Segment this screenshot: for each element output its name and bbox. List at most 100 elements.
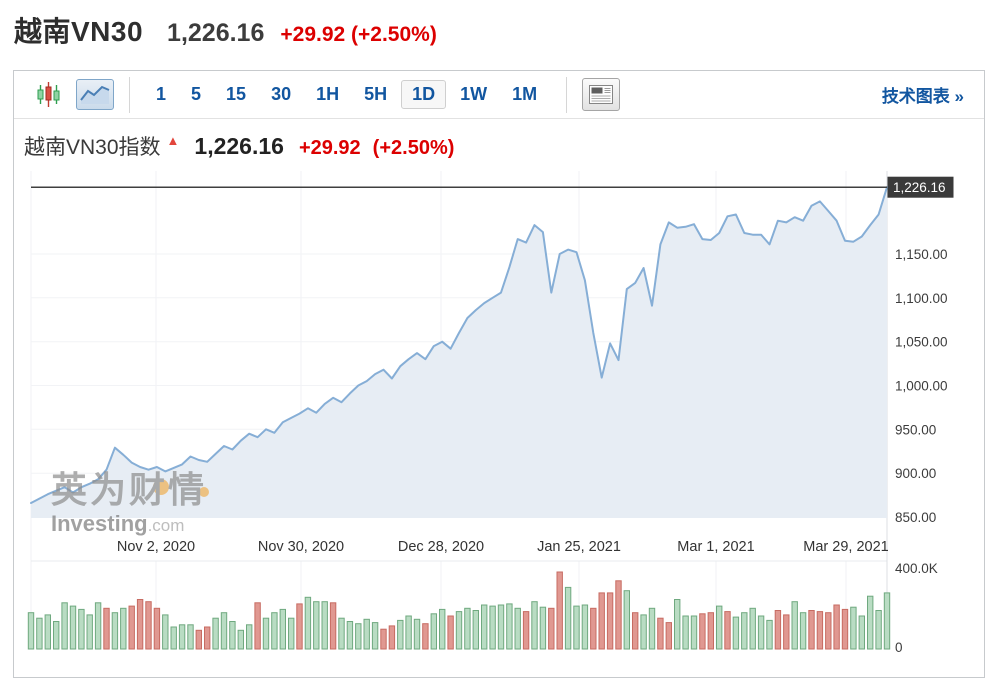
area-chart-button[interactable] — [76, 79, 114, 110]
x-axis-label: Mar 1, 2021 — [677, 539, 754, 555]
volume-bar — [162, 614, 169, 650]
volume-bar — [749, 607, 756, 650]
volume-bar — [455, 611, 463, 650]
y-axis-label: 1,150.00 — [895, 247, 948, 262]
volume-bar — [69, 605, 77, 650]
volume-bar — [237, 629, 245, 650]
technical-chart-link[interactable]: 技术图表 » — [881, 87, 964, 106]
volume-bar — [724, 611, 731, 650]
candlestick-chart-icon — [37, 82, 60, 107]
price-line — [30, 186, 888, 504]
volume-bar — [640, 614, 647, 650]
volume-bar — [422, 623, 429, 650]
volume-bar — [220, 612, 228, 650]
volume-bar — [170, 626, 177, 650]
volume-bar — [716, 605, 723, 650]
volume-bar — [539, 606, 547, 650]
volume-bar — [590, 607, 597, 650]
interval-15[interactable]: 15 — [226, 84, 247, 104]
page-header: 越南VN30 1,226.16 +29.92 (+2.50%) — [14, 10, 437, 50]
up-arrow-icon: ▲ — [166, 133, 180, 148]
y-axis-label: 1,050.00 — [895, 335, 948, 350]
chart-area: 越南VN30指数 ▲ 1,226.16 +29.92 (+2.50%) 英为财情… — [14, 119, 984, 678]
volume-bar — [791, 601, 798, 650]
volume-bar — [279, 608, 287, 650]
volume-bar — [195, 629, 203, 650]
page-title: 越南VN30 — [14, 16, 144, 47]
chart-toolbar: 1 5 15 30 1H 5H 1D 1W 1M 技术图表 » — [14, 71, 984, 119]
volume-bar — [120, 607, 127, 650]
volume-bar — [262, 617, 270, 650]
volume-bar — [674, 599, 681, 650]
volume-bar — [833, 604, 840, 650]
volume-bar — [212, 617, 219, 650]
volume-bar — [690, 615, 698, 650]
volume-bar — [53, 621, 60, 650]
volume-bar — [472, 610, 480, 650]
y-axis-label: 950.00 — [895, 422, 936, 437]
chart-title-row: 越南VN30指数 ▲ 1,226.16 +29.92 (+2.50%) — [24, 131, 454, 161]
volume-bar — [413, 618, 421, 650]
volume-bar — [229, 621, 236, 650]
x-axis-label: Jan 25, 2021 — [537, 539, 621, 555]
page-price: 1,226.16 — [167, 19, 265, 47]
volume-bar — [397, 619, 404, 650]
volume-bar — [78, 608, 85, 650]
volume-bar — [338, 617, 345, 650]
volume-bar — [86, 614, 93, 650]
interval-1m[interactable]: 1M — [512, 84, 538, 104]
volume-bar — [103, 607, 110, 650]
chart-price-change-pct: (+2.50%) — [372, 137, 455, 159]
volume-bar — [682, 615, 689, 650]
volume-bar — [741, 612, 748, 650]
current-price-badge — [887, 176, 954, 198]
volume-bar — [573, 605, 580, 650]
volume-bar — [111, 612, 119, 650]
y-axis-label: 900.00 — [895, 466, 936, 481]
volume-bar — [581, 604, 589, 650]
volume-bar — [447, 615, 454, 650]
volume-bar — [44, 614, 52, 650]
interval-5h[interactable]: 5H — [364, 84, 388, 104]
toolbar-separator — [129, 76, 130, 113]
volume-bar — [439, 608, 446, 650]
interval-1d[interactable]: 1D — [401, 80, 447, 109]
volume-bar — [514, 607, 521, 650]
interval-1w[interactable]: 1W — [460, 84, 488, 104]
volume-bar — [271, 612, 278, 650]
volume-bar — [506, 603, 513, 650]
volume-bar — [304, 596, 312, 650]
volume-bar — [531, 601, 538, 650]
volume-bar — [346, 621, 354, 650]
volume-bar — [246, 624, 253, 650]
volume-bar — [858, 615, 865, 650]
volume-bar — [388, 625, 396, 650]
volume-bar — [371, 622, 379, 650]
volume-bar — [145, 601, 152, 650]
volume-bar — [489, 605, 496, 650]
volume-bar — [204, 626, 211, 650]
interval-selector: 1 5 15 30 1H 5H 1D 1W 1M — [145, 80, 551, 109]
volume-bar — [657, 617, 664, 650]
volume-bar — [153, 607, 161, 650]
volume-bar — [556, 571, 563, 650]
chart-price: 1,226.16 — [194, 133, 284, 159]
volume-axis-label: 400.0K — [895, 561, 938, 576]
volume-bar — [783, 614, 790, 650]
volume-bar — [321, 601, 328, 650]
candlestick-chart-button[interactable] — [34, 79, 64, 111]
price-chart[interactable]: 1,150.00 1,100.00 1,050.00 1,000.00 950.00 90… — [14, 171, 984, 678]
news-panel-button[interactable] — [582, 78, 621, 111]
volume-bar — [430, 613, 438, 650]
volume-bar — [850, 606, 857, 650]
volume-bar — [329, 602, 337, 650]
interval-5[interactable]: 5 — [191, 84, 202, 104]
volume-bar — [632, 612, 639, 650]
x-axis-label: Nov 2, 2020 — [117, 539, 195, 555]
volume-bar — [61, 602, 68, 650]
volume-bar — [648, 607, 656, 650]
interval-1[interactable]: 1 — [156, 84, 167, 104]
interval-1h[interactable]: 1H — [316, 84, 340, 104]
page-price-change: +29.92 (+2.50%) — [280, 23, 437, 46]
interval-30[interactable]: 30 — [271, 84, 292, 104]
